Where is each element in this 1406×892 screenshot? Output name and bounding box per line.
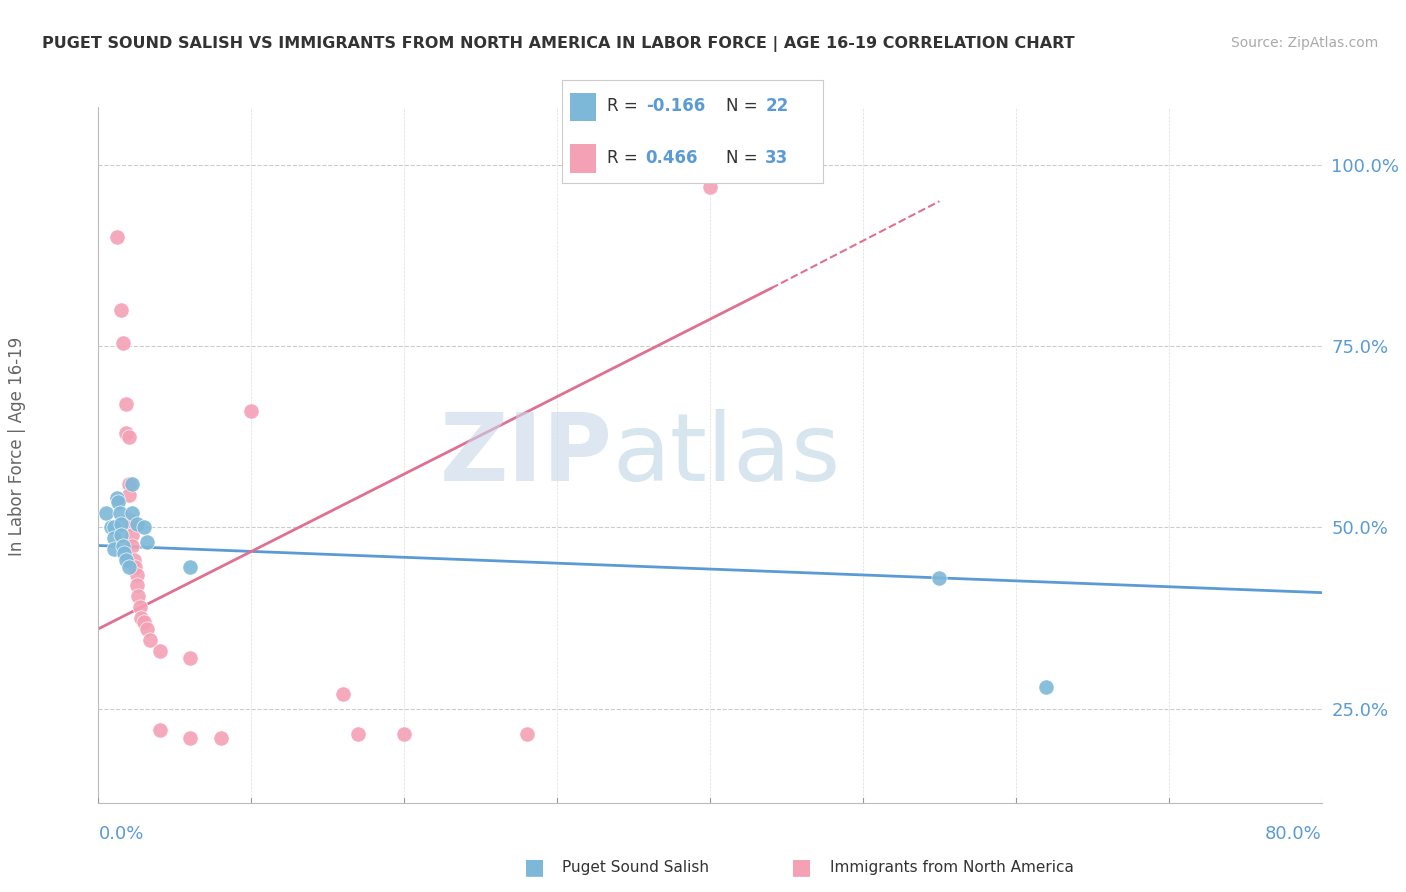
Point [128, 600, 150, 615]
Text: atlas: atlas [612, 409, 841, 501]
Text: -0.166: -0.166 [645, 97, 704, 115]
Point [129, 611, 152, 625]
Point [347, 727, 370, 741]
Text: 80.0%: 80.0% [1265, 824, 1322, 843]
Point [121, 476, 143, 491]
Text: 22: 22 [765, 97, 789, 115]
Text: ■: ■ [524, 857, 544, 877]
Point [110, 527, 132, 541]
Point [118, 560, 141, 574]
Text: R =: R = [606, 149, 643, 167]
Text: ZIP: ZIP [439, 409, 612, 501]
Point [118, 513, 141, 527]
Point [134, 520, 156, 534]
Point [179, 560, 201, 574]
Point [107, 495, 129, 509]
Text: Puget Sound Salish: Puget Sound Salish [562, 860, 710, 874]
Point [125, 516, 148, 531]
Point [179, 731, 201, 745]
Point [392, 727, 416, 741]
Point [115, 553, 138, 567]
Point [115, 397, 138, 411]
Point [118, 476, 141, 491]
Text: N =: N = [727, 97, 763, 115]
Point [121, 527, 143, 541]
Text: 33: 33 [765, 149, 789, 167]
Point [516, 727, 538, 741]
Point [332, 687, 354, 701]
FancyBboxPatch shape [571, 144, 596, 173]
FancyBboxPatch shape [571, 93, 596, 121]
Point [118, 488, 141, 502]
Text: Source: ZipAtlas.com: Source: ZipAtlas.com [1230, 36, 1378, 50]
Point [111, 539, 134, 553]
Point [136, 622, 159, 636]
Point [118, 430, 141, 444]
Point [125, 578, 148, 592]
Point [125, 567, 148, 582]
Point [100, 520, 122, 534]
Point [108, 506, 131, 520]
Point [134, 615, 156, 629]
Point [121, 516, 143, 531]
Text: ■: ■ [792, 857, 811, 877]
Text: PUGET SOUND SALISH VS IMMIGRANTS FROM NORTH AMERICA IN LABOR FORCE | AGE 16-19 C: PUGET SOUND SALISH VS IMMIGRANTS FROM NO… [42, 36, 1074, 52]
Point [111, 335, 134, 350]
Point [110, 303, 132, 318]
Text: In Labor Force | Age 16-19: In Labor Force | Age 16-19 [8, 336, 25, 556]
Point [110, 516, 132, 531]
Point [699, 179, 721, 194]
Point [136, 535, 159, 549]
Point [94, 506, 117, 520]
Point [928, 571, 950, 585]
Point [103, 531, 125, 545]
Point [240, 404, 263, 418]
Point [115, 426, 138, 441]
Point [179, 651, 201, 665]
Text: N =: N = [727, 149, 763, 167]
Point [1035, 680, 1057, 694]
Text: 0.0%: 0.0% [98, 824, 143, 843]
Point [209, 731, 232, 745]
Text: Immigrants from North America: Immigrants from North America [830, 860, 1073, 874]
Point [149, 723, 172, 738]
Point [105, 230, 128, 244]
Point [124, 560, 146, 574]
Point [105, 491, 128, 506]
Point [103, 520, 125, 534]
Point [121, 506, 143, 520]
Point [127, 589, 149, 603]
Point [121, 539, 143, 553]
Point [112, 546, 135, 560]
Text: 0.466: 0.466 [645, 149, 699, 167]
Point [103, 542, 125, 557]
Point [122, 553, 145, 567]
Point [139, 632, 162, 647]
Text: R =: R = [606, 97, 643, 115]
Point [149, 643, 172, 657]
